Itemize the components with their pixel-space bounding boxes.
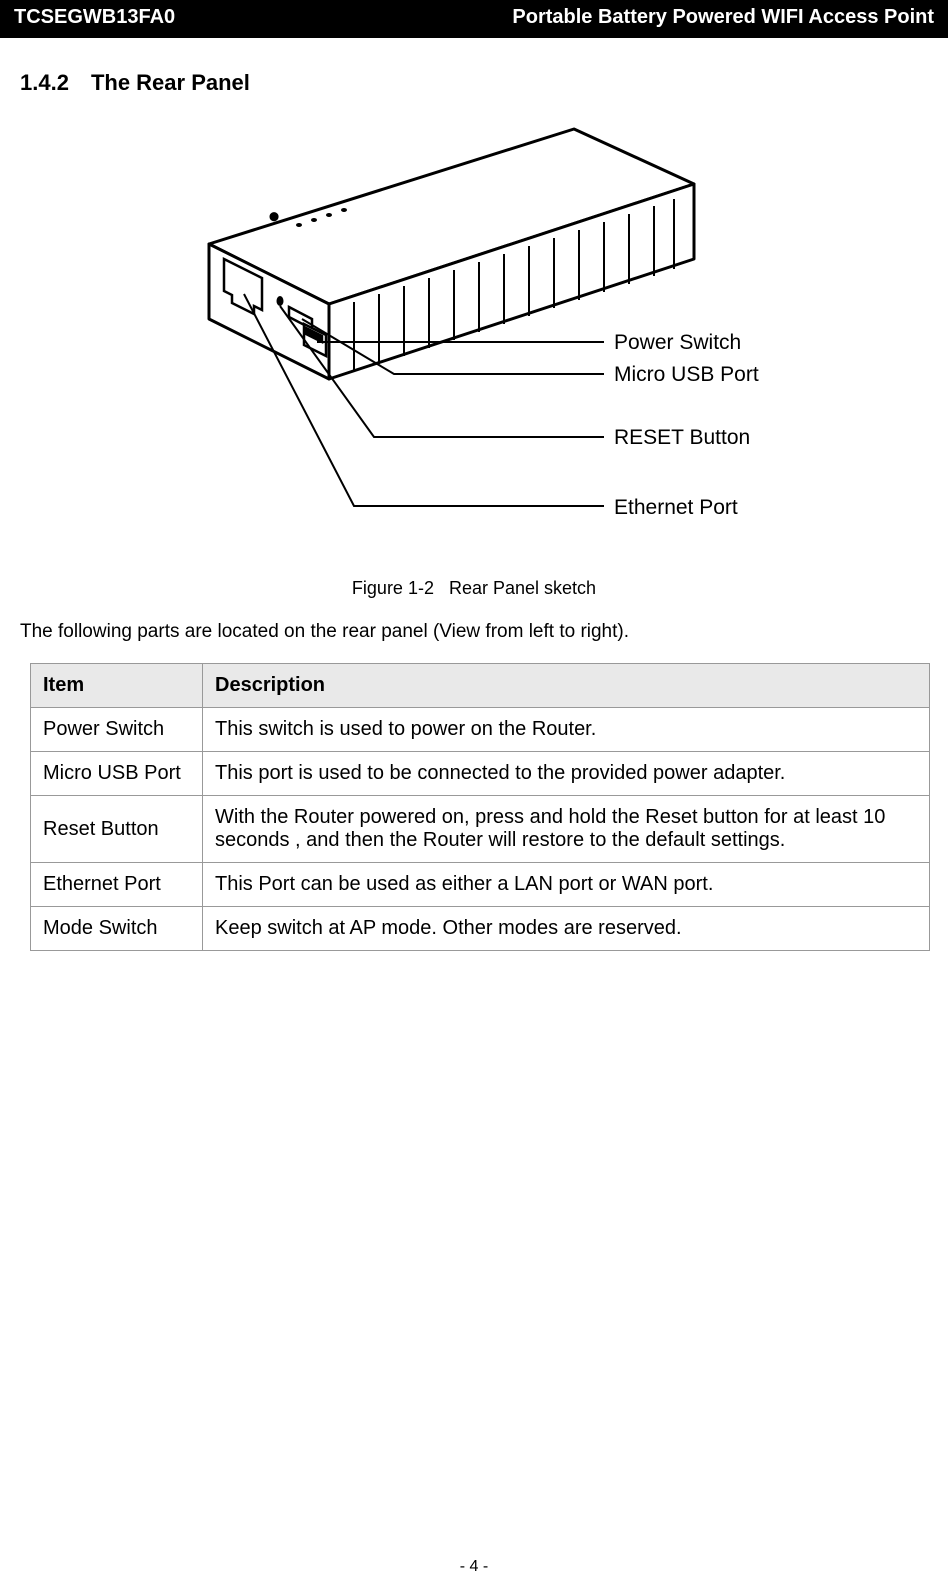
table-cell-item: Micro USB Port bbox=[31, 752, 203, 796]
rear-panel-diagram: ⬤ Power Switch Micro USB Port RESET Butt… bbox=[154, 124, 794, 554]
table-row: Power Switch This switch is used to powe… bbox=[31, 708, 930, 752]
figure-caption: Figure 1-2 Rear Panel sketch bbox=[20, 578, 928, 599]
table-cell-desc: With the Router powered on, press and ho… bbox=[203, 796, 930, 863]
table-cell-item: Reset Button bbox=[31, 796, 203, 863]
header-product-title: Portable Battery Powered WIFI Access Poi… bbox=[189, 0, 948, 38]
table-row: Reset Button With the Router powered on,… bbox=[31, 796, 930, 863]
rear-panel-table: Item Description Power Switch This switc… bbox=[30, 663, 930, 951]
figure-caption-prefix: Figure 1-2 bbox=[352, 578, 434, 598]
table-cell-item: Ethernet Port bbox=[31, 863, 203, 907]
table-cell-item: Power Switch bbox=[31, 708, 203, 752]
table-cell-item: Mode Switch bbox=[31, 907, 203, 951]
page-content: 1.4.2 The Rear Panel bbox=[0, 38, 948, 951]
figure-caption-text: Rear Panel sketch bbox=[449, 578, 596, 598]
rear-panel-svg: ⬤ Power Switch Micro USB Port RESET Butt… bbox=[154, 124, 794, 554]
table-header-item: Item bbox=[31, 664, 203, 708]
section-heading: 1.4.2 The Rear Panel bbox=[20, 70, 928, 96]
section-number: 1.4.2 bbox=[20, 70, 69, 95]
callout-micro-usb: Micro USB Port bbox=[614, 363, 759, 386]
table-cell-desc: This port is used to be connected to the… bbox=[203, 752, 930, 796]
callout-power-switch: Power Switch bbox=[614, 331, 741, 354]
intro-line: The following parts are located on the r… bbox=[20, 621, 928, 643]
table-cell-desc: Keep switch at AP mode. Other modes are … bbox=[203, 907, 930, 951]
page-header: TCSEGWB13FA0 Portable Battery Powered WI… bbox=[0, 0, 948, 38]
table-row: Micro USB Port This port is used to be c… bbox=[31, 752, 930, 796]
table-row: Ethernet Port This Port can be used as e… bbox=[31, 863, 930, 907]
page-number: - 4 - bbox=[0, 1558, 948, 1576]
callout-ethernet: Ethernet Port bbox=[614, 496, 738, 519]
svg-text:⬤: ⬤ bbox=[269, 211, 279, 222]
callout-reset: RESET Button bbox=[614, 426, 750, 449]
header-model: TCSEGWB13FA0 bbox=[0, 0, 189, 38]
table-header-description: Description bbox=[203, 664, 930, 708]
table-row: Mode Switch Keep switch at AP mode. Othe… bbox=[31, 907, 930, 951]
section-title: The Rear Panel bbox=[91, 70, 250, 95]
table-header-row: Item Description bbox=[31, 664, 930, 708]
table-cell-desc: This switch is used to power on the Rout… bbox=[203, 708, 930, 752]
table-cell-desc: This Port can be used as either a LAN po… bbox=[203, 863, 930, 907]
